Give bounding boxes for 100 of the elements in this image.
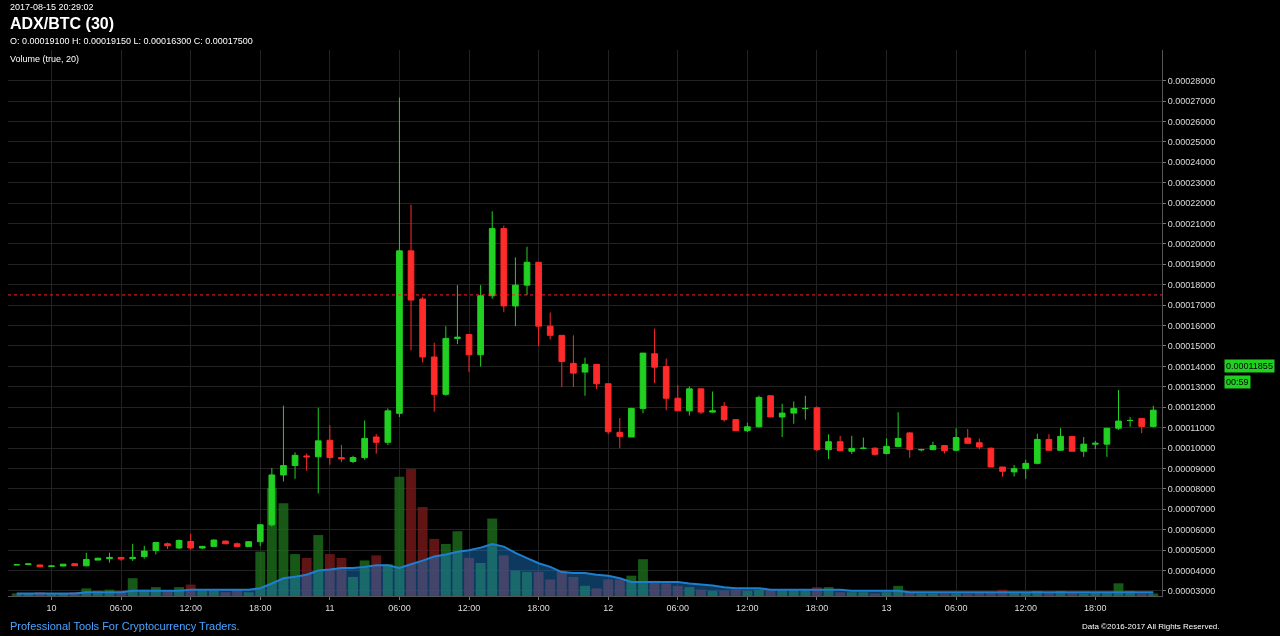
bar <box>359 560 370 596</box>
candlestick <box>372 433 380 455</box>
bar <box>301 557 312 596</box>
candlestick <box>883 437 890 455</box>
candlestick <box>523 246 531 296</box>
bar <box>498 555 509 596</box>
candlestick <box>488 210 496 300</box>
candlestick <box>790 400 798 425</box>
candlestick <box>697 388 705 415</box>
y-tick-label: 0.00003000 <box>1167 586 1216 597</box>
bar <box>197 590 208 596</box>
candlestick <box>720 401 728 423</box>
candlestick <box>164 542 171 550</box>
text: Professional Tools For Cryptocurrency Traders. <box>10 620 240 632</box>
candlestick <box>1080 436 1088 458</box>
y-tick-label: 0.00023000 <box>1167 177 1216 188</box>
candlestick <box>975 437 983 450</box>
candlestick <box>778 403 786 438</box>
chart-subtitle: 2017-08-15 20:29:02 <box>10 2 94 12</box>
bar <box>672 585 683 596</box>
candlestick <box>1033 433 1041 465</box>
bar <box>382 564 393 596</box>
y-tick-label: 0.00024000 <box>1167 157 1216 168</box>
x-tick-label: 10 <box>46 602 57 613</box>
candlestick <box>82 552 90 567</box>
bar <box>870 593 880 596</box>
candlestick <box>674 384 682 412</box>
candlestick <box>558 334 566 388</box>
y-tick-label: 0.00005000 <box>1167 545 1216 556</box>
candlestick <box>36 563 44 568</box>
candlestick <box>906 431 914 459</box>
candlestick <box>512 256 519 327</box>
bar <box>1136 593 1147 596</box>
candlestick <box>604 383 612 435</box>
bar <box>951 593 962 596</box>
x-tick-label: 12:00 <box>457 602 481 613</box>
x-tick-label: 13 <box>881 602 892 613</box>
candlestick <box>349 455 357 464</box>
candlestick <box>802 395 809 421</box>
candlestick <box>280 405 287 482</box>
candlestick <box>628 407 635 438</box>
candlestick <box>71 563 79 567</box>
candlestick <box>175 538 183 550</box>
bar <box>371 555 382 596</box>
y-tick-label: 0.00028000 <box>1167 75 1216 86</box>
annotation: Volume (true, 20) <box>10 54 80 64</box>
y-tick-label: 0.00022000 <box>1167 198 1216 209</box>
candlestick <box>813 405 821 452</box>
candlestick <box>744 422 751 433</box>
bar <box>220 592 231 596</box>
x-tick-label: 18:00 <box>805 602 829 613</box>
x-tick-label: 18:00 <box>248 602 272 613</box>
candlestick <box>1022 459 1030 480</box>
x-tick-label: 12:00 <box>179 602 202 613</box>
candlestick <box>477 284 484 368</box>
candlestick <box>860 437 867 450</box>
candlestick <box>117 556 125 562</box>
candlestick <box>651 328 658 384</box>
candlestick <box>442 325 450 397</box>
candlestick <box>233 542 241 548</box>
candlestick <box>106 552 113 564</box>
candlestick <box>1138 417 1146 434</box>
candlestick <box>465 334 473 373</box>
candlestick <box>152 541 160 555</box>
candlestick <box>686 385 693 417</box>
x-tick-label: 12:00 <box>1014 602 1037 613</box>
x-tick-label: 12 <box>603 602 614 613</box>
y-tick-label: 0.00019000 <box>1167 259 1216 270</box>
bar <box>730 589 741 596</box>
candlestick <box>1103 427 1111 458</box>
candlestick <box>361 419 368 461</box>
x-tick-label: 11 <box>325 602 335 613</box>
x-tick-label: 06:00 <box>944 602 968 613</box>
bar <box>278 503 289 596</box>
candlestick <box>662 358 670 411</box>
candlestick <box>210 538 218 548</box>
candlestick <box>871 446 879 457</box>
candlestick <box>454 284 461 345</box>
bar <box>916 593 927 596</box>
candlestick <box>314 407 322 494</box>
y-tick-label: 0.00012000 <box>1167 402 1216 413</box>
y-tick-label: 0.00026000 <box>1167 116 1216 127</box>
candlestick <box>836 435 844 452</box>
bar <box>777 590 788 596</box>
candlestick <box>546 311 554 340</box>
candlestick <box>430 342 438 413</box>
candlestick <box>1068 435 1076 452</box>
y-tick-label: 0.00004000 <box>1167 565 1216 576</box>
candlestick <box>1057 427 1064 451</box>
bar <box>313 535 324 596</box>
candlestick <box>616 417 624 449</box>
candlestick <box>94 557 102 561</box>
candlestick <box>825 433 832 460</box>
candlestick <box>1091 440 1099 450</box>
y-tick-label: 0.00011000 <box>1167 422 1215 433</box>
candlestick <box>129 543 137 562</box>
candlestick <box>987 446 995 468</box>
bar <box>1148 593 1159 596</box>
text: O: 0.00019100 H: 0.00019150 L: 0.00016300 C: 0.00017500 <box>10 36 253 46</box>
candlestick <box>755 395 763 429</box>
